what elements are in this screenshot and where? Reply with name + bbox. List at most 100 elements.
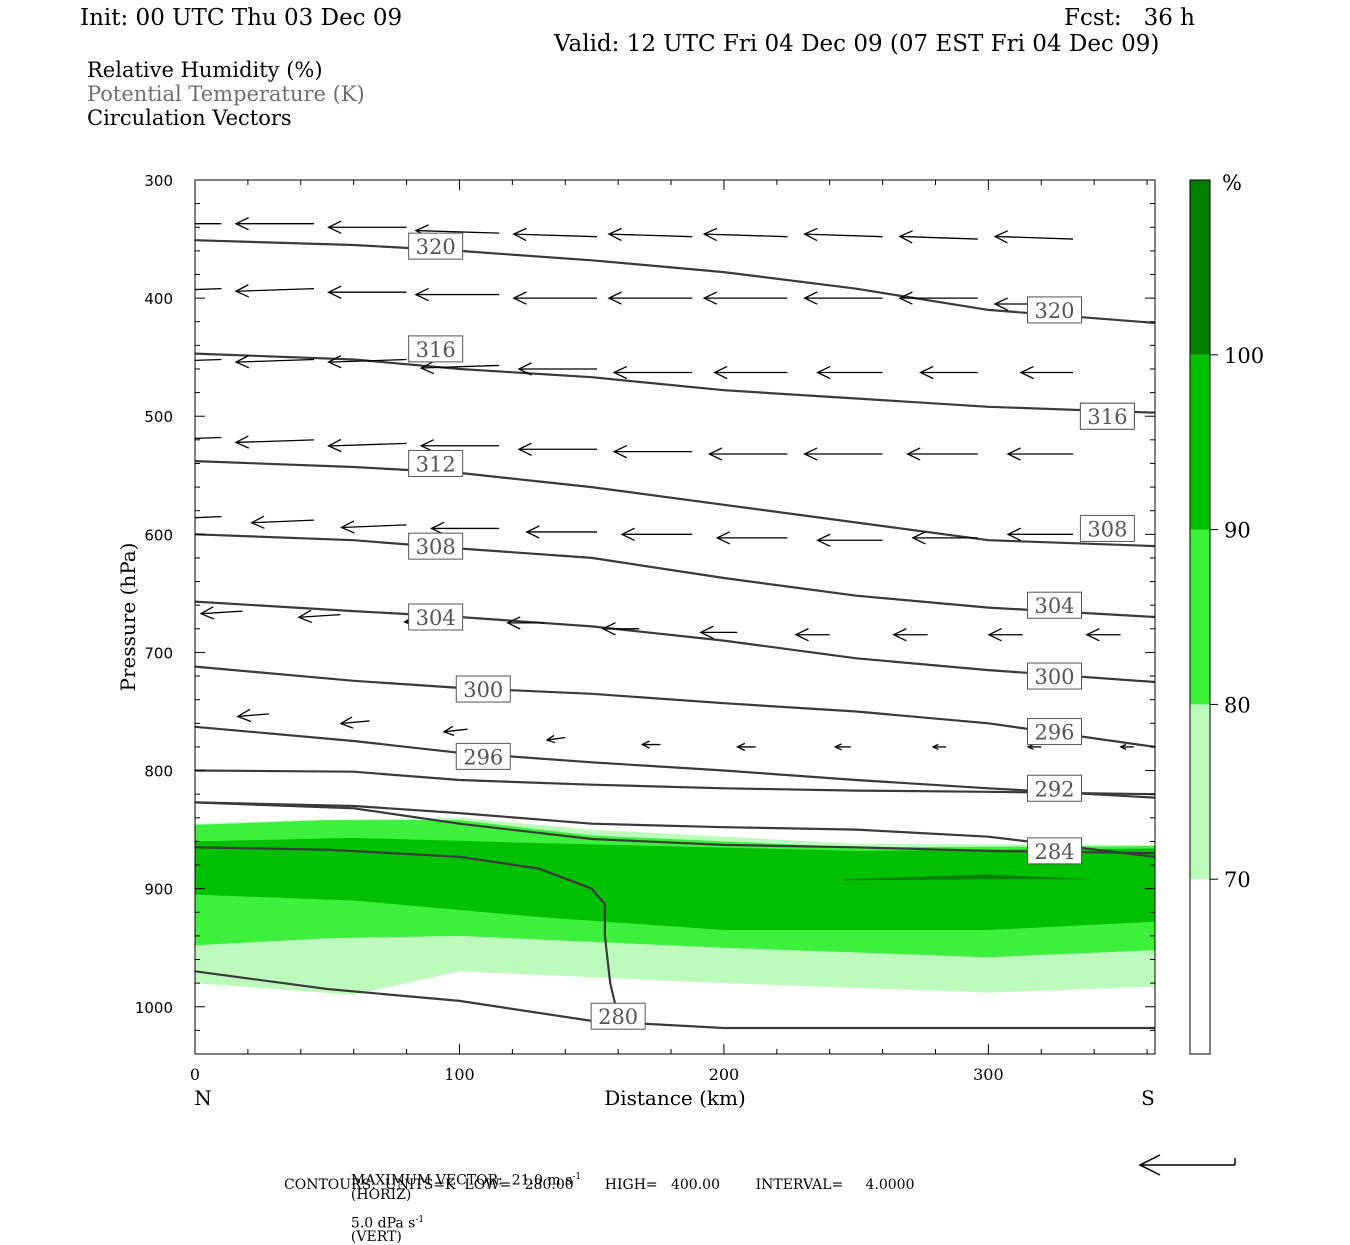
circulation-vector (707, 447, 788, 461)
circulation-vector (715, 531, 788, 545)
y-tick-label: 800 (144, 763, 173, 781)
valid-time: Valid: 12 UTC Fri 04 Dec 09 (07 EST Fri … (554, 31, 1160, 57)
contour-label: 296 (463, 745, 503, 769)
circulation-vector (442, 725, 468, 736)
circulation-vector (234, 355, 315, 369)
contour-label-box (408, 335, 464, 363)
theta-contour-292 (195, 769, 1155, 796)
y-tick-label: 300 (144, 172, 173, 190)
axes: 0 100 200 300 300 400 500 600 700 800 900 1000 Dista… (116, 172, 1155, 1110)
contour-label: 300 (1034, 665, 1074, 689)
circulation-vector (327, 355, 407, 369)
theta-contour-304 (195, 600, 1155, 684)
circulation-vector (735, 742, 756, 752)
colorbar: 70 80 90 100% (1189, 171, 1264, 1055)
contour-label: 320 (1034, 299, 1074, 323)
cross-section-chart: 2802842922962963003003043043083083123123… (116, 171, 1264, 1176)
circulation-vector (517, 442, 597, 456)
max-vector-note: MAXIMUM VECTOR: 21.0 m s-1 (HORIZ) 5.0 d… (342, 1159, 582, 1245)
circulation-vector (987, 628, 1023, 642)
circulation-vector (911, 531, 978, 545)
reference-vector (1138, 1154, 1236, 1176)
y-tick-label: 900 (144, 881, 173, 899)
forecast-hour: Fcst: 36 h (1064, 5, 1195, 31)
contour-label-box (408, 449, 464, 477)
circulation-vector (794, 628, 830, 642)
circulation-vector (236, 708, 270, 723)
y-tick-label: 1000 (135, 999, 173, 1017)
theta-contours (195, 239, 1155, 1030)
exp-1: -1 (572, 1172, 582, 1182)
circulation-vector (612, 444, 693, 459)
colorbar-frame (1189, 179, 1211, 1055)
circulation-vector (892, 628, 928, 642)
contour-label-box (590, 1002, 646, 1030)
circulation-vector (620, 527, 693, 541)
circulation-vector (419, 360, 500, 375)
y-axis-label: Pressure (hPa) (116, 543, 140, 692)
contour-label-box (1027, 591, 1083, 619)
circulation-vector (898, 230, 978, 244)
contour-labels: 2802842922962963003003043043083083123123… (408, 232, 1135, 1030)
contour-label-box (408, 232, 464, 260)
y-tick-label: 700 (144, 644, 173, 662)
circulation-vector (1006, 527, 1074, 541)
y-tick-label: 500 (144, 408, 173, 426)
circulation-vector (919, 365, 978, 380)
circulation-vector (234, 435, 315, 449)
contour-label: 316 (416, 338, 456, 362)
contour-label-box (1079, 514, 1135, 542)
contour-label: 280 (598, 1005, 638, 1029)
circulation-vector (414, 287, 500, 302)
circulation-vector (803, 227, 883, 242)
circulation-vector (327, 438, 407, 453)
colorbar-segment (1190, 529, 1210, 705)
contour-label: 304 (416, 606, 456, 630)
y-tick-label: 400 (144, 290, 173, 308)
circulation-vector (607, 291, 693, 305)
colorbar-segment (1190, 879, 1210, 1054)
colorbar-label: 100 (1224, 344, 1264, 368)
field-vectors: Circulation Vectors (87, 106, 292, 130)
x-tick-label: 200 (709, 1065, 740, 1084)
x-tick-label: 0 (190, 1065, 200, 1084)
max-vector-horiz-label: (HORIZ) (350, 1186, 412, 1203)
rh-shading (195, 817, 1155, 995)
circulation-vector (517, 362, 597, 376)
circulation-vector (607, 227, 693, 242)
contour-label: 300 (463, 678, 503, 702)
rh-band-100 (842, 874, 1095, 881)
circulation-vector (512, 291, 597, 305)
circulation-vector (250, 515, 315, 529)
circulation-vector (898, 291, 978, 305)
max-vector-vert-label: (VERT) (350, 1229, 402, 1245)
contour-label-box (1079, 402, 1135, 430)
theta-contour-284 (195, 846, 620, 1017)
contour-label-box (455, 742, 511, 770)
contour-label: 312 (416, 452, 456, 476)
contour-label: 308 (1087, 517, 1127, 541)
init-time: Init: 00 UTC Thu 03 Dec 09 (80, 5, 403, 31)
contour-label-box (1027, 774, 1083, 802)
circulation-vector (339, 716, 370, 729)
circulation-vector (702, 227, 788, 242)
theta-contour-308 (195, 533, 1155, 619)
theta-contour-300 (195, 665, 1155, 748)
plot-frame (194, 179, 1156, 1055)
circulation-vector (195, 288, 222, 291)
theta-contour-296 (195, 725, 1155, 799)
circulation-vector (1019, 365, 1074, 380)
theta-contour-280 (195, 970, 1155, 1030)
circulation-vector (713, 365, 788, 380)
contour-label: 292 (1034, 777, 1074, 801)
contour-label: 316 (1087, 405, 1127, 429)
circulation-vector (525, 525, 597, 539)
circulation-vector (195, 358, 222, 362)
south-label: S (1141, 1086, 1155, 1110)
circulation-vector (803, 291, 883, 305)
circulation-vector (1119, 743, 1134, 751)
circulation-vector (327, 285, 407, 299)
contour-label-box (1027, 837, 1083, 865)
x-tick-label: 100 (444, 1065, 475, 1084)
field-theta: Potential Temperature (K) (87, 82, 365, 106)
